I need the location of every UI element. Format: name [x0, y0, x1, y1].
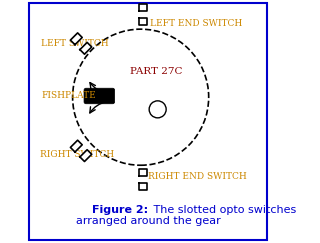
Text: LEFT SWITCH: LEFT SWITCH — [41, 39, 109, 48]
Polygon shape — [70, 140, 82, 152]
Text: The slotted opto switches: The slotted opto switches — [150, 205, 297, 215]
FancyBboxPatch shape — [84, 88, 115, 104]
Text: PART 27C: PART 27C — [130, 67, 183, 76]
Text: FISHPLATE: FISHPLATE — [41, 91, 96, 101]
Polygon shape — [139, 183, 148, 190]
Polygon shape — [80, 42, 92, 54]
Polygon shape — [80, 150, 92, 162]
Text: RIGHT SWITCH: RIGHT SWITCH — [40, 150, 114, 159]
Text: LEFT END SWITCH: LEFT END SWITCH — [150, 18, 243, 28]
Text: arranged around the gear: arranged around the gear — [76, 216, 220, 226]
Text: Figure 2:: Figure 2: — [92, 205, 148, 215]
Polygon shape — [139, 4, 148, 11]
Polygon shape — [139, 170, 148, 176]
Text: RIGHT END SWITCH: RIGHT END SWITCH — [148, 172, 247, 181]
Polygon shape — [70, 33, 82, 45]
Polygon shape — [139, 18, 148, 25]
